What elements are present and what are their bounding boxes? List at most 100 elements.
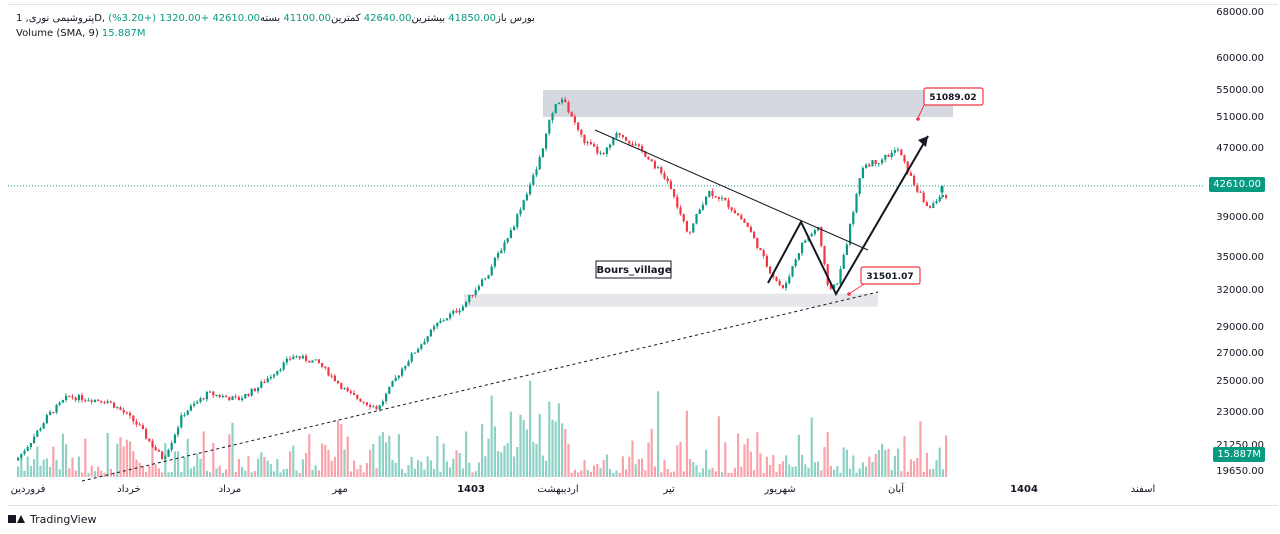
volume-bar: [516, 446, 519, 477]
volume-bar: [477, 462, 480, 477]
candle-body: [295, 356, 298, 358]
candle-body: [737, 213, 740, 216]
volume-bar: [541, 455, 544, 477]
volume-bar: [727, 472, 730, 477]
candle-body: [231, 396, 234, 401]
candle-body: [189, 405, 192, 411]
candle-body: [257, 387, 260, 392]
volume-bar: [644, 470, 647, 477]
volume-bar: [212, 442, 215, 477]
volume-bar: [503, 445, 506, 477]
candle-body: [641, 145, 644, 152]
price-chart[interactable]: 68000.00 60000.00 55000.00 51000.00 47000.00…: [8, 5, 1278, 505]
candle-body: [519, 209, 522, 215]
volume-bar: [378, 435, 381, 477]
candle-body: [132, 415, 135, 422]
volume-bar: [122, 446, 125, 477]
candle-body: [26, 447, 29, 451]
volume-bar: [196, 453, 199, 477]
volume-bar: [420, 461, 423, 477]
support-zone: [464, 293, 878, 307]
volume-bar: [436, 436, 439, 477]
volume-bar: [765, 456, 768, 477]
candle-body: [673, 188, 676, 197]
candle-body: [810, 233, 813, 237]
candle-body: [765, 255, 768, 267]
candle-body: [365, 402, 368, 405]
volume-bar: [909, 459, 912, 477]
volume-bar: [401, 468, 404, 477]
volume-bar: [874, 453, 877, 477]
volume-bar: [513, 456, 516, 477]
volume-bar: [781, 461, 784, 477]
candle-body: [532, 175, 535, 185]
low-value: 41100.00: [283, 13, 332, 24]
volume-bar: [813, 462, 816, 477]
volume-bar: [145, 471, 148, 477]
volume-bar: [177, 451, 180, 477]
volume-bar: [449, 467, 452, 477]
candle-body: [593, 144, 596, 147]
resistance-zone: [543, 90, 953, 117]
tradingview-logo-icon[interactable]: [8, 513, 25, 525]
candle-body: [861, 167, 864, 179]
candle-body: [138, 424, 141, 426]
chart-frame[interactable]: 68000.00 60000.00 55000.00 51000.00 47000.00…: [8, 4, 1278, 506]
volume-bar: [461, 468, 464, 477]
symbol-title[interactable]: پتروشیمی نوری, 1D, بورس: [16, 13, 535, 24]
volume-bar: [884, 449, 887, 477]
candle-body: [925, 202, 928, 207]
candle-body: [900, 149, 903, 156]
target-callout-box: [923, 87, 984, 106]
volume-bar: [106, 432, 109, 477]
volume-bar: [417, 460, 420, 477]
candle-body: [413, 352, 416, 354]
candle-body: [289, 358, 292, 360]
candle-body: [785, 283, 788, 289]
candle-body: [727, 200, 730, 208]
volume-bar: [340, 424, 343, 477]
volume-bar: [308, 434, 311, 477]
volume-bar: [439, 471, 442, 477]
candle-body: [679, 207, 682, 215]
volume-bar: [637, 459, 640, 477]
candle-body: [23, 450, 26, 454]
candle-body: [791, 266, 794, 277]
candle-body: [615, 133, 618, 138]
volume-bar: [740, 466, 743, 477]
candle-body: [839, 268, 842, 284]
candle-body: [567, 102, 570, 113]
volume-bar: [279, 472, 282, 477]
volume-bar: [839, 472, 842, 477]
candle-body: [77, 395, 80, 401]
volume-bar: [833, 469, 836, 477]
volume-params: (SMA, 9): [56, 28, 99, 39]
candle-body: [666, 178, 669, 182]
price-tick-label: 39000.00: [1216, 212, 1264, 223]
candle-body: [381, 401, 384, 406]
volume-bar: [84, 438, 87, 477]
candle-body: [349, 391, 352, 393]
candle-body: [125, 412, 128, 414]
volume-bar: [167, 472, 170, 477]
volume-bar: [215, 468, 218, 477]
volume-bar: [311, 469, 314, 477]
candle-body: [333, 375, 336, 381]
volume-bar: [897, 448, 900, 477]
candle-body: [541, 148, 544, 158]
brand-name[interactable]: TradingView: [30, 512, 97, 526]
volume-bar: [183, 457, 186, 477]
volume-bar: [929, 469, 932, 477]
candle-body: [266, 378, 269, 383]
volume-bar: [602, 460, 605, 477]
volume-bar: [554, 421, 557, 477]
volume-bar: [721, 472, 724, 477]
volume-bar: [359, 464, 362, 477]
candle-body: [65, 395, 68, 400]
volume-bar: [775, 471, 778, 477]
candle-body: [193, 403, 196, 406]
candle-body: [762, 250, 765, 256]
candle-body: [279, 369, 282, 371]
volume-bar: [481, 423, 484, 477]
volume-label[interactable]: Volume: [16, 28, 54, 39]
